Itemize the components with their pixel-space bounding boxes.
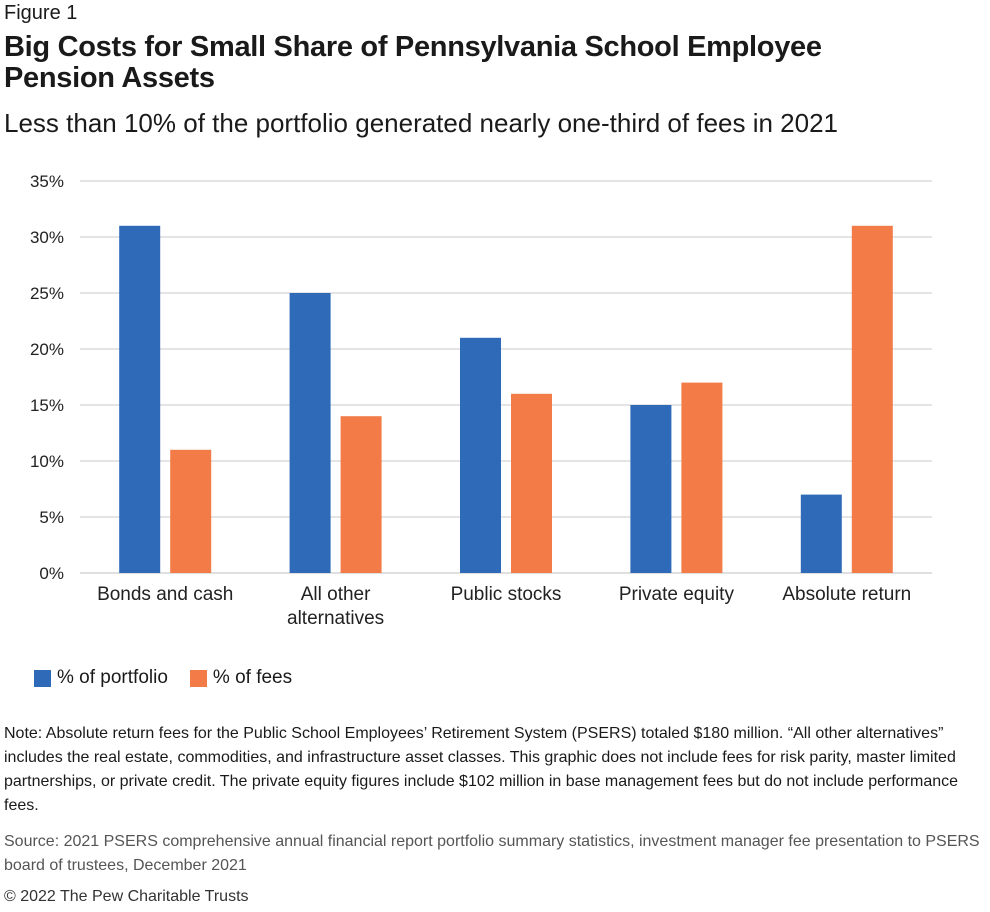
- gridlines: [80, 180, 932, 574]
- y-tick-label: 0%: [39, 564, 64, 583]
- copyright: © 2022 The Pew Charitable Trusts: [4, 888, 249, 905]
- bar-portfolio: [800, 494, 842, 573]
- y-tick-label: 20%: [30, 340, 64, 359]
- legend-item-fees: % of fees: [189, 667, 293, 689]
- x-axis-ticks: Bonds and cash All other alternatives Publi…: [97, 584, 911, 629]
- bar-fees: [170, 449, 212, 573]
- chart-source: Source: 2021 PSERS comprehensive annual …: [4, 833, 980, 874]
- bar-fees: [681, 382, 723, 573]
- y-tick-label: 30%: [30, 228, 64, 247]
- legend-swatch-fees: [189, 669, 207, 687]
- bar-portfolio: [630, 405, 672, 573]
- y-axis-ticks: 0% 5% 10% 15% 20% 25% 30% 35%: [30, 172, 64, 583]
- y-tick-label: 15%: [30, 396, 64, 415]
- y-tick-label: 10%: [30, 452, 64, 471]
- bar-fees: [340, 416, 382, 573]
- legend-swatch-portfolio: [34, 669, 51, 687]
- legend-item-portfolio: % of portfolio: [34, 667, 168, 689]
- bars: [119, 225, 893, 574]
- bar-portfolio: [119, 225, 161, 574]
- x-tick-label: Bonds and cash: [97, 584, 233, 605]
- bar-fees: [851, 225, 893, 574]
- legend: % of portfolio % of fees: [34, 667, 314, 689]
- y-tick-label: 5%: [39, 508, 64, 527]
- y-tick-label: 35%: [30, 172, 64, 191]
- x-tick-label: All other alternatives: [287, 584, 384, 629]
- bar-fees: [511, 393, 552, 573]
- figure-label: Figure 1: [4, 2, 78, 24]
- y-tick-label: 25%: [30, 284, 64, 303]
- x-tick-label: Absolute return: [782, 584, 911, 605]
- bar-portfolio: [460, 337, 501, 573]
- chart-subtitle: Less than 10% of the portfolio generated…: [4, 108, 839, 138]
- x-tick-label: Public stocks: [451, 584, 562, 605]
- legend-label-fees: % of fees: [212, 667, 293, 688]
- bar-chart: 0% 5% 10% 15% 20% 25% 30% 35% Bonds and cash All…: [30, 172, 932, 629]
- chart-title: Big Costs for Small Share of Pennsylvani…: [4, 31, 822, 94]
- x-tick-label: Private equity: [619, 584, 735, 605]
- chart-note: Note: Absolute return fees for the Publi…: [4, 725, 959, 814]
- bar-portfolio: [289, 293, 331, 573]
- legend-label-portfolio: % of portfolio: [57, 667, 168, 688]
